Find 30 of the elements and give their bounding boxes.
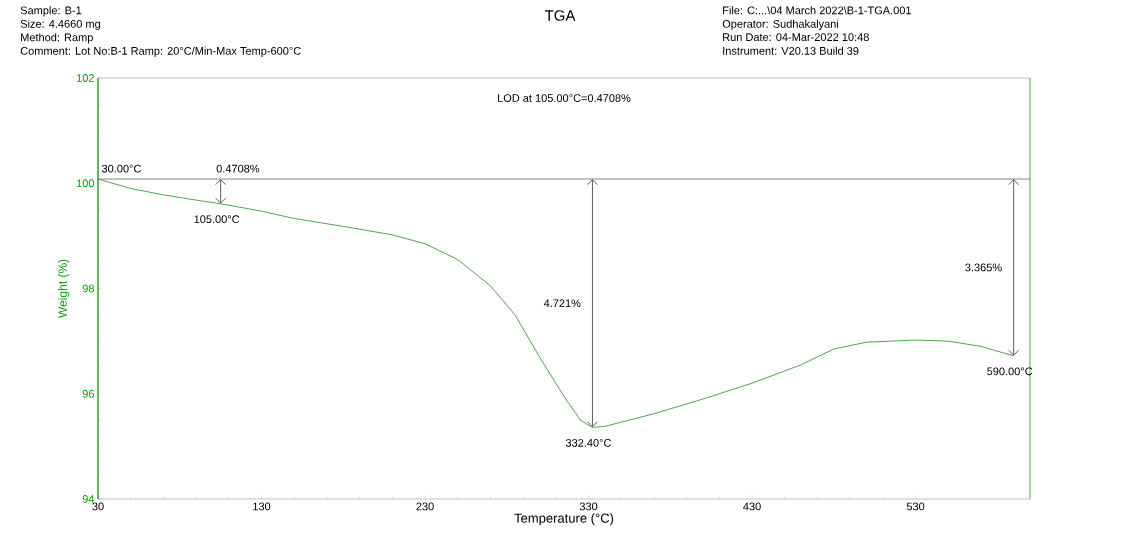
text: Run Date: 04-Mar-2022 10:48: [723, 33, 869, 41]
text: Size: 4.4660 mg: [20, 19, 100, 30]
text: Method: Ramp: [21, 33, 93, 44]
text: Sample: B-1: [20, 6, 82, 17]
text: File: C:...\04 March 2022\B-1-TGA.001: [723, 6, 911, 15]
y-tick-label: 102: [76, 74, 94, 82]
x-axis-title: Temperature (°C): [514, 513, 614, 526]
y-tick-label: 100: [76, 179, 95, 188]
x-tick-label: 430: [743, 502, 761, 511]
annotation: 0.4708%: [216, 164, 260, 173]
y-tick-label: 98: [82, 284, 94, 293]
x-tick-label: 330: [579, 502, 598, 511]
text: Instrument: V20.13 Build 39: [723, 46, 859, 55]
annotation: 30.00°C: [101, 164, 141, 173]
text: Operator: Sudhakalyani: [722, 19, 839, 30]
annotation: 105.00°C: [194, 215, 240, 224]
x-tick-label: 30: [92, 502, 104, 511]
x-tick-label: 530: [906, 502, 925, 511]
chart-title: TGA: [544, 10, 576, 21]
annotation: 3.365%: [965, 263, 1002, 272]
annotation: 4.721%: [543, 299, 581, 308]
annotation: 332.40°C: [565, 438, 612, 447]
y-tick-label: 94: [82, 495, 95, 503]
y-tick-label: 96: [82, 389, 94, 398]
x-tick-label: 130: [253, 502, 271, 511]
annotation: LOD at 105.00°C=0.4708%: [498, 94, 631, 102]
text: Comment: Lot No:B-1 Ramp: 20°C/Min-Max Temp-600°C: [20, 46, 301, 57]
annotation: 590.00°C: [987, 367, 1033, 376]
x-tick-label: 230: [416, 502, 434, 511]
y-axis-title: Weight (%): [58, 259, 70, 319]
